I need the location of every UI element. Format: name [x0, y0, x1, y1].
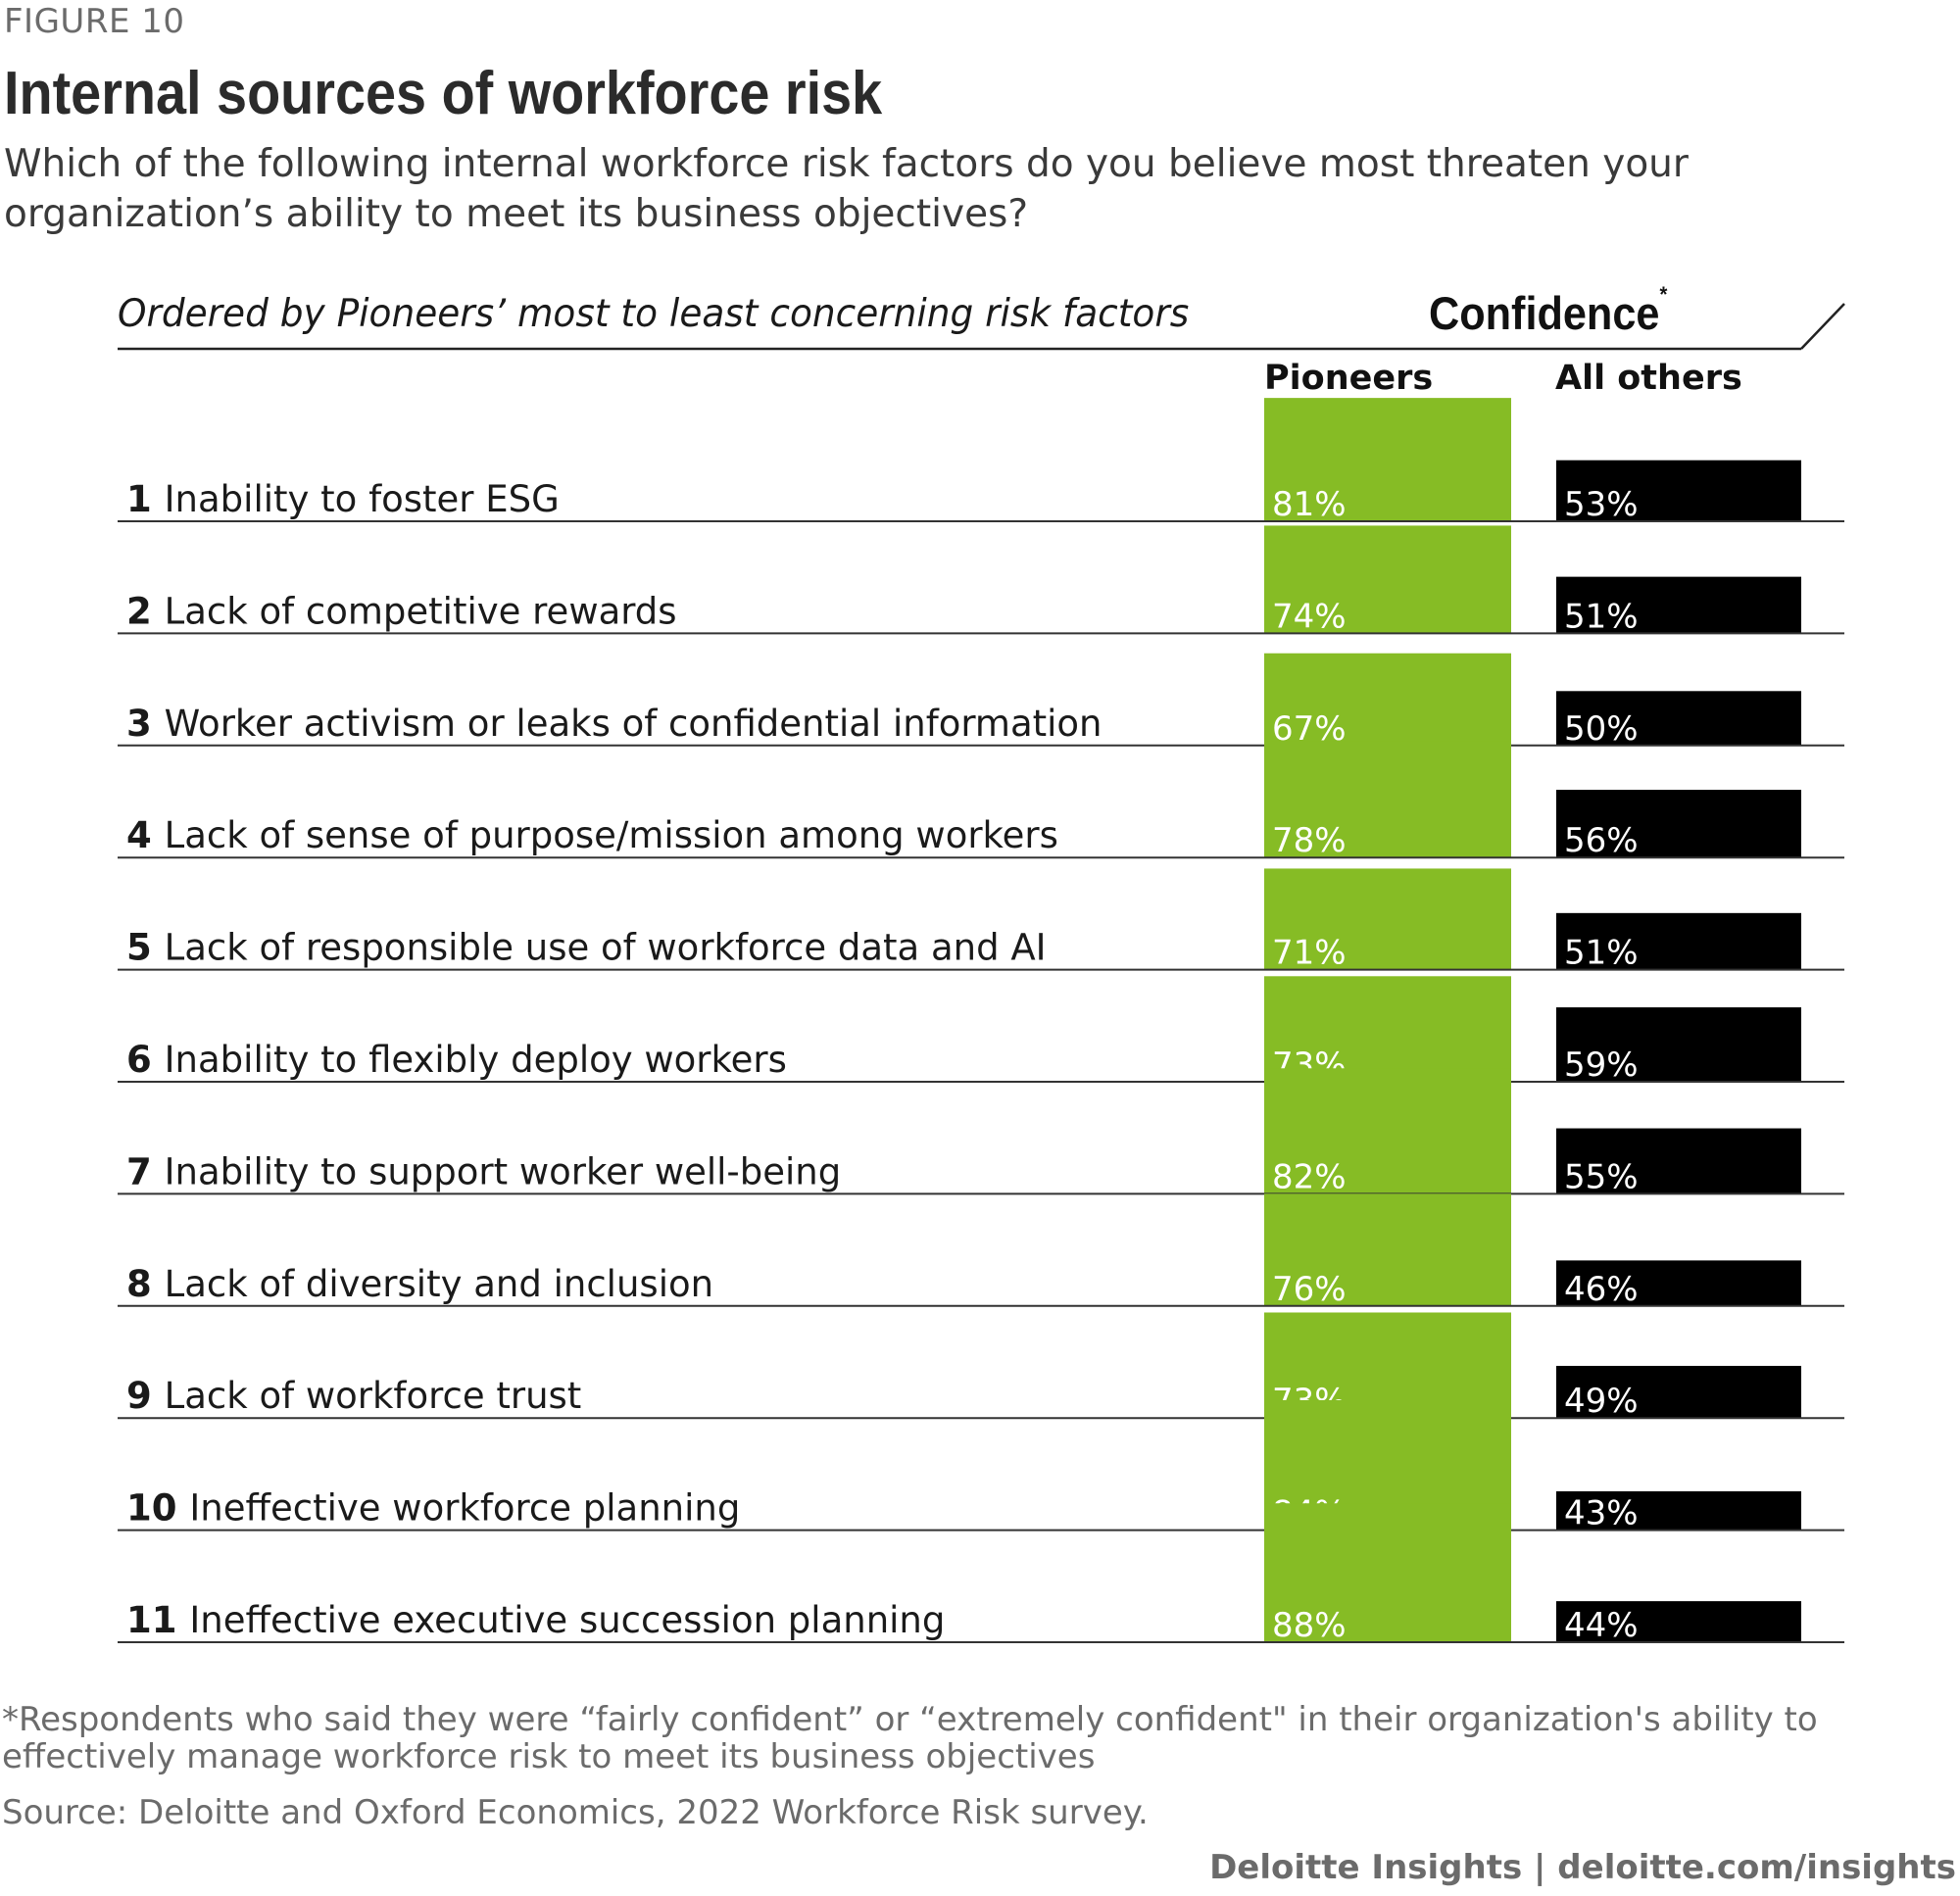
bar-pioneers [1264, 1503, 1511, 1642]
order-note: Ordered by Pioneers’ most to least conce… [118, 292, 1190, 336]
category-label: 10 Ineffective workforce planning [126, 1487, 740, 1530]
category-text: Worker activism or leaks of confidential… [165, 703, 1102, 745]
bar-all-others [1556, 912, 1801, 970]
data-label-all-others: 51% [1564, 934, 1639, 973]
figure-label: FIGURE 10 [4, 2, 185, 41]
category-text: Lack of competitive rewards [165, 590, 677, 632]
category-text: Inability to flexibly deploy workers [165, 1039, 787, 1081]
bar-all-others [1556, 691, 1801, 746]
bar-all-others [1556, 790, 1801, 858]
category-rank: 9 [126, 1375, 165, 1417]
category-text: Ineffective workforce planning [189, 1487, 740, 1530]
category-rank: 5 [126, 927, 165, 969]
series-header-all-others: All others [1555, 359, 1742, 398]
data-label-all-others: 56% [1564, 821, 1639, 860]
header-rule-slant [1800, 303, 1845, 350]
bar-pioneers [1264, 976, 1511, 1082]
bar-all-others [1556, 1007, 1801, 1082]
data-label-all-others: 50% [1564, 709, 1639, 749]
data-label-all-others: 43% [1564, 1494, 1639, 1533]
chart-rows: 81% 53% 1 Inability to foster ESG 74% 51% 2 L… [118, 398, 1844, 1645]
category-text: Lack of workforce trust [165, 1375, 582, 1417]
data-label-pioneers: 82% [1272, 1157, 1347, 1196]
chart-subtitle: Which of the following internal workforc… [4, 142, 1689, 236]
data-label-pioneers: 76% [1272, 1270, 1347, 1309]
category-label: 7 Inability to support worker well-being [126, 1150, 841, 1192]
series-header-pioneers: Pioneers [1264, 359, 1434, 398]
bar-all-others [1556, 576, 1801, 634]
footnote: *Respondents who said they were “fairly … [2, 1700, 1818, 1776]
data-label-all-others: 55% [1564, 1157, 1639, 1196]
data-label-all-others: 46% [1564, 1270, 1639, 1309]
category-rank: 11 [126, 1599, 189, 1641]
source-note: Source: Deloitte and Oxford Economics, 2… [2, 1793, 1149, 1832]
brand-credit: Deloitte Insights | deloitte.com/insight… [1209, 1848, 1956, 1887]
bar-all-others [1556, 1260, 1801, 1306]
bar-pioneers [1264, 1193, 1511, 1306]
category-rank: 10 [126, 1487, 189, 1530]
data-label-pioneers: 81% [1272, 485, 1347, 524]
confidence-heading-text: Confidence [1429, 287, 1660, 339]
category-text: Inability to foster ESG [165, 478, 560, 520]
category-label: 1 Inability to foster ESG [126, 478, 560, 520]
data-label-all-others: 44% [1564, 1606, 1639, 1645]
bar-pioneers [1264, 741, 1511, 858]
data-label-all-others: 49% [1564, 1382, 1639, 1421]
bar-all-others [1556, 1128, 1801, 1194]
category-text: Lack of diversity and inclusion [165, 1263, 713, 1305]
bar-all-others [1556, 1601, 1801, 1642]
data-label-all-others: 51% [1564, 597, 1639, 636]
bar-all-others [1556, 1365, 1801, 1419]
category-rank: 4 [126, 814, 165, 856]
bar-pioneers [1264, 868, 1511, 970]
category-rank: 1 [126, 478, 165, 520]
category-label: 9 Lack of workforce trust [126, 1375, 581, 1417]
category-label: 5 Lack of responsible use of workforce d… [126, 927, 1047, 969]
category-label: 8 Lack of diversity and inclusion [126, 1263, 713, 1305]
data-label-pioneers: 88% [1272, 1606, 1347, 1645]
bar-pioneers [1264, 398, 1511, 521]
category-label: 3 Worker activism or leaks of confidenti… [126, 703, 1102, 745]
category-rank: 6 [126, 1039, 165, 1081]
chart-title: Internal sources of workforce risk [4, 60, 883, 127]
category-rank: 3 [126, 703, 165, 745]
confidence-heading: Confidence* [1429, 282, 1667, 340]
bar-pioneers [1264, 1068, 1511, 1194]
confidence-footnote-marker: * [1659, 282, 1668, 307]
bar-pioneers [1264, 525, 1511, 634]
data-label-pioneers: 74% [1272, 597, 1347, 636]
data-label-pioneers: 71% [1272, 934, 1347, 973]
category-text: Ineffective executive succession plannin… [189, 1599, 945, 1641]
bar-all-others [1556, 1490, 1801, 1531]
category-text: Lack of responsible use of workforce dat… [165, 927, 1047, 969]
category-rank: 8 [126, 1263, 165, 1305]
data-label-all-others: 59% [1564, 1045, 1639, 1085]
category-label: 4 Lack of sense of purpose/mission among… [126, 814, 1058, 856]
bar-pioneers [1264, 653, 1511, 746]
category-label: 2 Lack of competitive rewards [126, 590, 677, 632]
data-label-all-others: 53% [1564, 485, 1639, 524]
category-text: Lack of sense of purpose/mission among w… [165, 814, 1058, 856]
category-text: Inability to support worker well-being [165, 1150, 842, 1192]
category-label: 6 Inability to flexibly deploy workers [126, 1039, 787, 1081]
data-label-pioneers: 78% [1272, 821, 1347, 860]
category-rank: 2 [126, 590, 165, 632]
category-rank: 7 [126, 1150, 165, 1192]
category-label: 11 Ineffective executive succession plan… [126, 1599, 945, 1641]
bar-all-others [1556, 460, 1801, 521]
